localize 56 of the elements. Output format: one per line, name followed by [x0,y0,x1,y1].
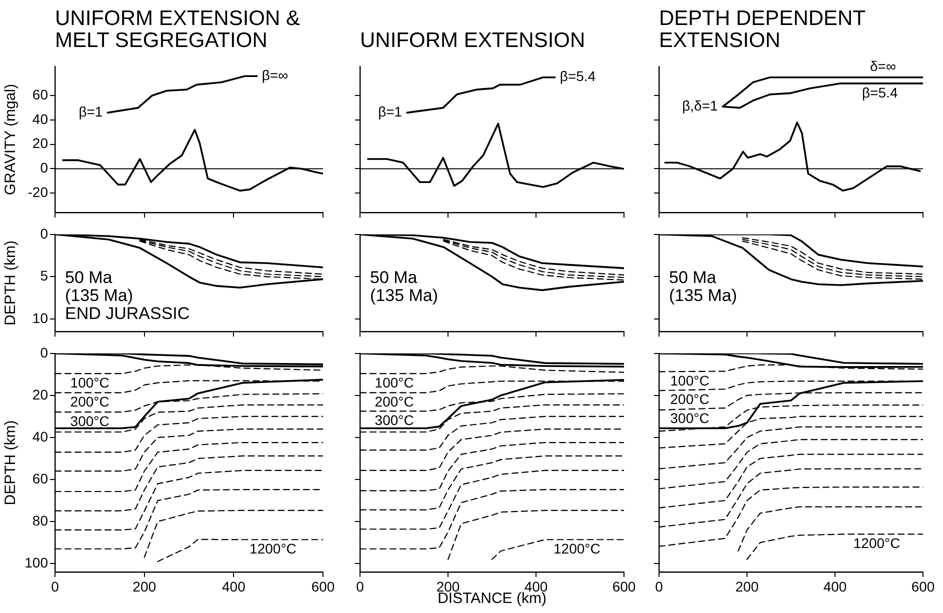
y-axis-title: DEPTH (km) [2,420,20,506]
y-tick-label: 40 [32,428,48,444]
y-tick-label: 0 [40,160,48,176]
annotation: δ=∞ [870,58,896,74]
annotation: END JURASSIC [65,304,190,323]
annotation: β=1 [378,104,402,120]
annotation: β=5.4 [862,84,898,100]
x-tick-label: 200 [132,578,156,594]
annotation: 50 Ma [65,268,113,287]
annotation: 100°C [670,372,710,388]
x-tick-label: 0 [655,578,664,594]
y-axis-title: DEPTH (km) [2,240,20,326]
annotation: 100°C [70,374,110,390]
y-tick-label: 40 [32,110,48,127]
annotation: 300°C [374,412,414,428]
annotation: (135 Ma) [370,286,438,305]
y-tick-label: 0 [40,344,48,360]
x-tick-label: 600 [311,578,335,594]
x-tick-label: 600 [612,578,636,594]
annotation: 300°C [670,410,710,426]
annotation: (135 Ma) [65,286,134,305]
x-tick-label: 0 [51,578,60,594]
y-tick-label: 5 [40,268,48,284]
y-tick-label: 80 [32,512,48,528]
y-tick-label: 60 [32,86,48,102]
x-tick-label: 0 [356,578,364,594]
y-tick-label: 20 [32,135,48,152]
annotation: 100°C [374,374,414,390]
annotation: 1200°C [553,540,600,556]
x-tick-label: 200 [735,578,759,594]
annotation: 200°C [670,390,710,407]
annotation: β=5.4 [560,68,596,84]
annotation: (135 Ma) [669,286,738,305]
y-tick-label: -20 [28,184,48,200]
annotation: β,δ=1 [682,97,718,114]
annotation: β=∞ [262,67,288,84]
annotation: 1200°C [853,535,900,552]
chart-title: UNIFORM EXTENSION [360,28,586,52]
y-tick-label: 100 [24,554,48,570]
x-tick-label: 600 [911,578,935,594]
y-tick-label: 0 [40,225,48,242]
annotation: β=1 [78,104,103,120]
chart-title: DEPTH DEPENDENT EXTENSION [659,6,866,52]
x-tick-label: 400 [823,578,847,594]
annotation: 50 Ma [669,268,717,287]
y-axis-title: GRAVITY (mgal) [2,84,20,196]
annotation: 200°C [70,394,110,410]
annotation: 50 Ma [370,268,418,287]
y-tick-label: 10 [32,310,48,326]
annotation: 1200°C [250,540,296,556]
annotation: 300°C [70,412,110,429]
y-tick-label: 60 [32,470,48,486]
x-tick-label: 400 [222,578,246,594]
annotation: 200°C [374,394,414,410]
y-tick-label: 20 [32,386,48,402]
chart-title: UNIFORM EXTENSION & MELT SEGREGATION [55,6,302,52]
